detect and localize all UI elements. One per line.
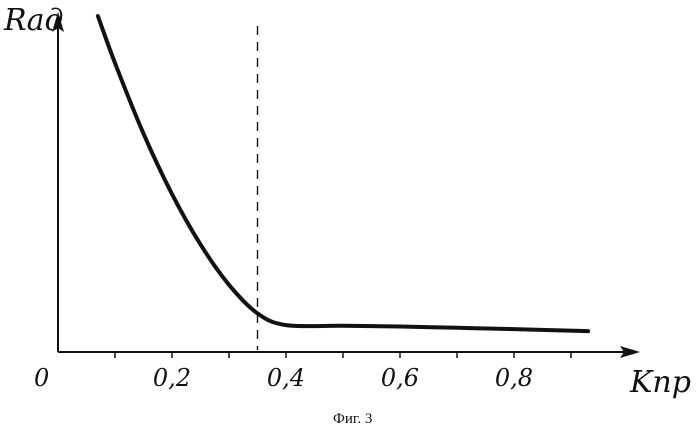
x-tick-label: 0,4 [267,364,305,392]
axes [52,12,640,358]
series-line [98,16,588,331]
x-tick-labels: 0,2 0,4 0,6 0,8 [153,364,533,392]
origin-label: 0 [34,364,49,392]
x-tick-label: 0,8 [495,364,533,392]
series-group [98,16,588,331]
x-axis-label: Kпр [629,365,691,400]
y-axis-label: Rад [3,3,64,38]
x-tick-label: 0,2 [153,364,191,392]
figure-caption: Фиг. 3 [333,411,372,427]
x-tick-label: 0,6 [381,364,419,392]
